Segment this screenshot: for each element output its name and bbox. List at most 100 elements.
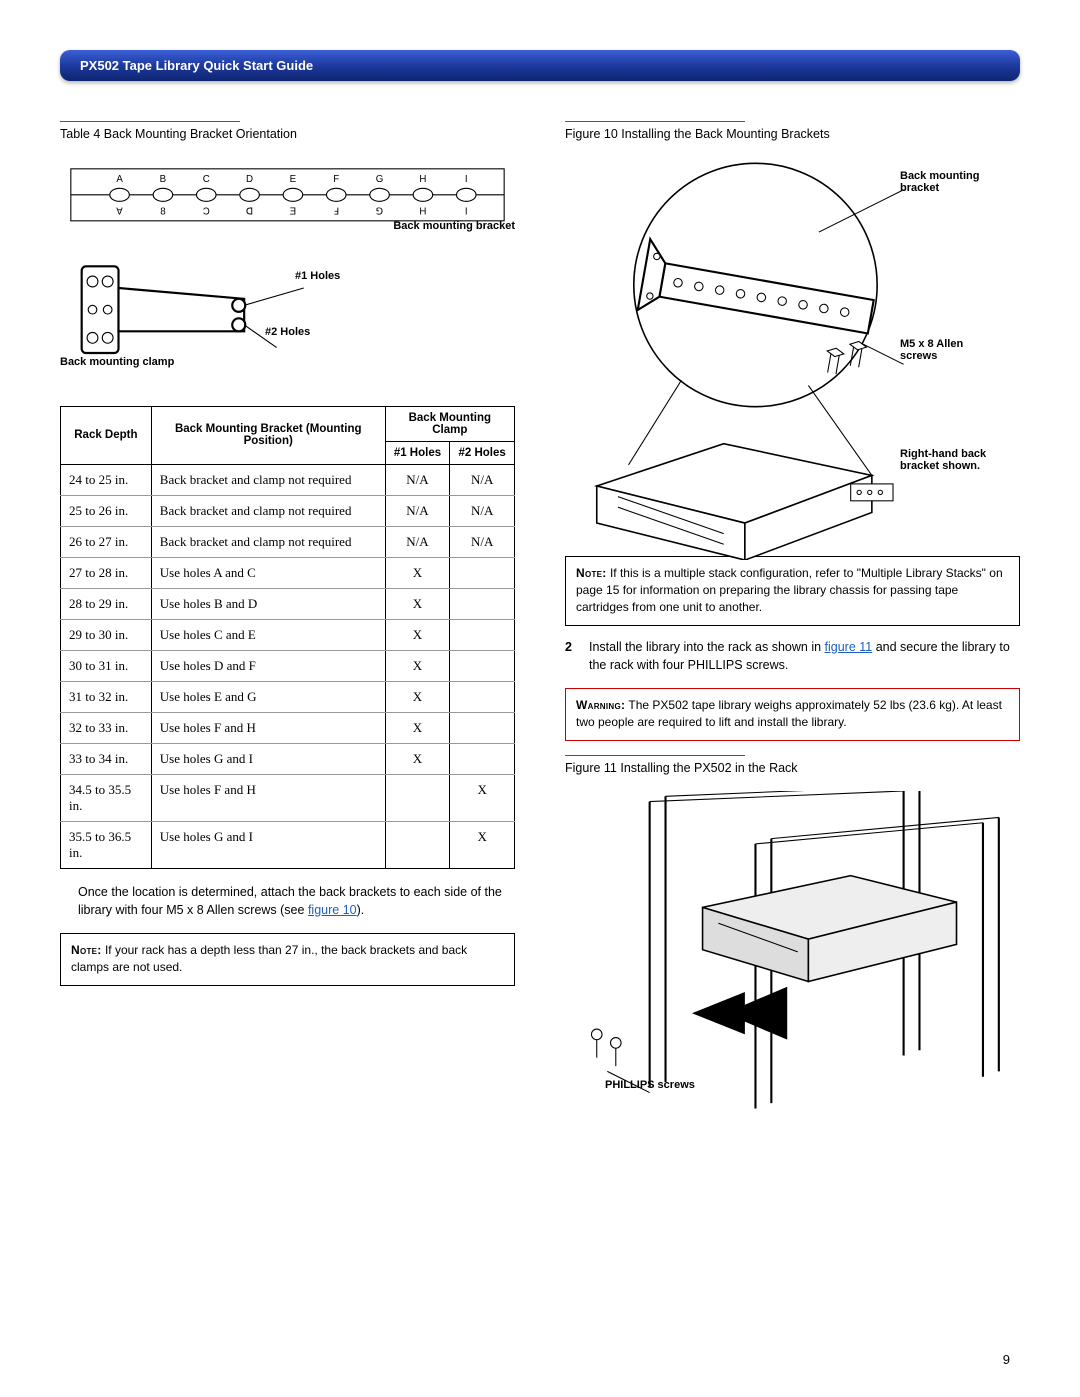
cell-bracket: Use holes F and H xyxy=(151,774,385,821)
svg-text:8: 8 xyxy=(160,206,165,217)
svg-text:A: A xyxy=(116,173,123,184)
svg-text:G: G xyxy=(376,173,384,184)
svg-text:∀: ∀ xyxy=(116,206,123,217)
svg-text:Ǝ: Ǝ xyxy=(290,206,297,217)
page-number: 9 xyxy=(1003,1352,1010,1367)
th-h1: #1 Holes xyxy=(385,441,450,464)
fig11-screws-label: PHILLIPS screws xyxy=(605,1079,695,1091)
cell-h1: X xyxy=(385,681,450,712)
right-column: Figure 10 Installing the Back Mounting B… xyxy=(565,121,1020,1109)
holes2-label: #2 Holes xyxy=(265,326,310,338)
cell-h1 xyxy=(385,821,450,868)
cell-h2: N/A xyxy=(450,464,515,495)
cell-h2 xyxy=(450,681,515,712)
note-text-left: If your rack has a depth less than 27 in… xyxy=(71,943,467,974)
cell-bracket: Back bracket and clamp not required xyxy=(151,495,385,526)
cell-depth: 34.5 to 35.5 in. xyxy=(61,774,152,821)
cell-h2: X xyxy=(450,821,515,868)
table-row: 35.5 to 36.5 in.Use holes G and I X xyxy=(61,821,515,868)
cell-depth: 27 to 28 in. xyxy=(61,557,152,588)
cell-h2: N/A xyxy=(450,526,515,557)
svg-text:Ɔ: Ɔ xyxy=(203,206,210,217)
table-row: 32 to 33 in.Use holes F and HX xyxy=(61,712,515,743)
svg-text:E: E xyxy=(290,173,297,184)
cell-h1: N/A xyxy=(385,526,450,557)
svg-text:I: I xyxy=(465,206,468,217)
cell-bracket: Use holes D and F xyxy=(151,650,385,681)
bracket-table: Rack Depth Back Mounting Bracket (Mounti… xyxy=(60,406,515,869)
step2-a: Install the library into the rack as sho… xyxy=(589,640,825,654)
cell-depth: 25 to 26 in. xyxy=(61,495,152,526)
cell-h2: X xyxy=(450,774,515,821)
svg-text:D: D xyxy=(246,173,253,184)
table-row: 30 to 31 in.Use holes D and FX xyxy=(61,650,515,681)
note-label-left: Note: xyxy=(71,943,102,957)
cell-depth: 32 to 33 in. xyxy=(61,712,152,743)
svg-text:Ⅎ: Ⅎ xyxy=(333,206,339,217)
warning-label: Warning: xyxy=(576,698,625,712)
figure11-caption: Figure 11 Installing the PX502 in the Ra… xyxy=(565,760,1020,778)
cell-h2 xyxy=(450,557,515,588)
table-row: 28 to 29 in.Use holes B and DX xyxy=(61,588,515,619)
fig11-svg xyxy=(565,791,1020,1108)
figure10-caption: Figure 10 Installing the Back Mounting B… xyxy=(565,126,1020,144)
cell-h1: X xyxy=(385,650,450,681)
cell-h2 xyxy=(450,619,515,650)
cell-h2 xyxy=(450,712,515,743)
para1-a: Once the location is determined, attach … xyxy=(78,885,502,917)
header-title: PX502 Tape Library Quick Start Guide xyxy=(80,58,313,73)
note-box-right: Note: If this is a multiple stack config… xyxy=(565,556,1020,626)
cell-depth: 29 to 30 in. xyxy=(61,619,152,650)
fig10-bracket-label: Back mounting bracket xyxy=(900,170,1010,194)
bracket-orientation-diagram: ABC DEF GHI ∀8Ɔ ᗡƎℲ ⅁HI xyxy=(60,158,515,388)
cell-h1: X xyxy=(385,557,450,588)
cell-bracket: Use holes E and G xyxy=(151,681,385,712)
cell-h1: N/A xyxy=(385,495,450,526)
cell-bracket: Use holes A and C xyxy=(151,557,385,588)
bracket-svg: ABC DEF GHI ∀8Ɔ ᗡƎℲ ⅁HI xyxy=(60,158,515,407)
page-header: PX502 Tape Library Quick Start Guide xyxy=(60,50,1020,81)
caption-rule xyxy=(60,121,240,122)
th-bracket: Back Mounting Bracket (Mounting Position… xyxy=(151,406,385,464)
two-column-layout: Table 4 Back Mounting Bracket Orientatio… xyxy=(60,121,1020,1109)
fig10-rhs-label: Right-hand back bracket shown. xyxy=(900,448,1020,472)
cell-bracket: Use holes C and E xyxy=(151,619,385,650)
cell-h1: X xyxy=(385,712,450,743)
cell-h1 xyxy=(385,774,450,821)
svg-text:H: H xyxy=(419,206,426,217)
figure11-link[interactable]: figure 11 xyxy=(825,640,873,654)
cell-h1: X xyxy=(385,743,450,774)
note-box-left: Note: If your rack has a depth less than… xyxy=(60,933,515,986)
cell-h1: X xyxy=(385,619,450,650)
svg-text:F: F xyxy=(333,173,339,184)
table-row: 34.5 to 35.5 in.Use holes F and H X xyxy=(61,774,515,821)
cell-depth: 26 to 27 in. xyxy=(61,526,152,557)
cell-bracket: Use holes G and I xyxy=(151,743,385,774)
cell-bracket: Use holes B and D xyxy=(151,588,385,619)
table-row: 27 to 28 in.Use holes A and CX xyxy=(61,557,515,588)
figure10-link[interactable]: figure 10 xyxy=(308,903,357,917)
cell-depth: 35.5 to 36.5 in. xyxy=(61,821,152,868)
table4-caption: Table 4 Back Mounting Bracket Orientatio… xyxy=(60,126,515,144)
cell-depth: 33 to 34 in. xyxy=(61,743,152,774)
svg-text:⅁: ⅁ xyxy=(376,206,384,217)
para1-b: ). xyxy=(357,903,365,917)
clamp-label: Back mounting clamp xyxy=(60,356,174,368)
svg-text:B: B xyxy=(160,173,167,184)
cell-bracket: Use holes G and I xyxy=(151,821,385,868)
svg-text:ᗡ: ᗡ xyxy=(246,206,253,217)
th-depth: Rack Depth xyxy=(61,406,152,464)
svg-text:H: H xyxy=(419,173,426,184)
caption-rule xyxy=(565,121,745,122)
table-row: 25 to 26 in.Back bracket and clamp not r… xyxy=(61,495,515,526)
figure10-diagram: Back mounting bracket M5 x 8 Allen screw… xyxy=(565,158,1020,538)
table-row: 31 to 32 in.Use holes E and GX xyxy=(61,681,515,712)
cell-h2 xyxy=(450,650,515,681)
note-label-right: Note: xyxy=(576,566,607,580)
table-row: 26 to 27 in.Back bracket and clamp not r… xyxy=(61,526,515,557)
cell-depth: 31 to 32 in. xyxy=(61,681,152,712)
cell-h2 xyxy=(450,743,515,774)
figure11-diagram: PHILLIPS screws xyxy=(565,791,1020,1091)
cell-bracket: Use holes F and H xyxy=(151,712,385,743)
th-h2: #2 Holes xyxy=(450,441,515,464)
